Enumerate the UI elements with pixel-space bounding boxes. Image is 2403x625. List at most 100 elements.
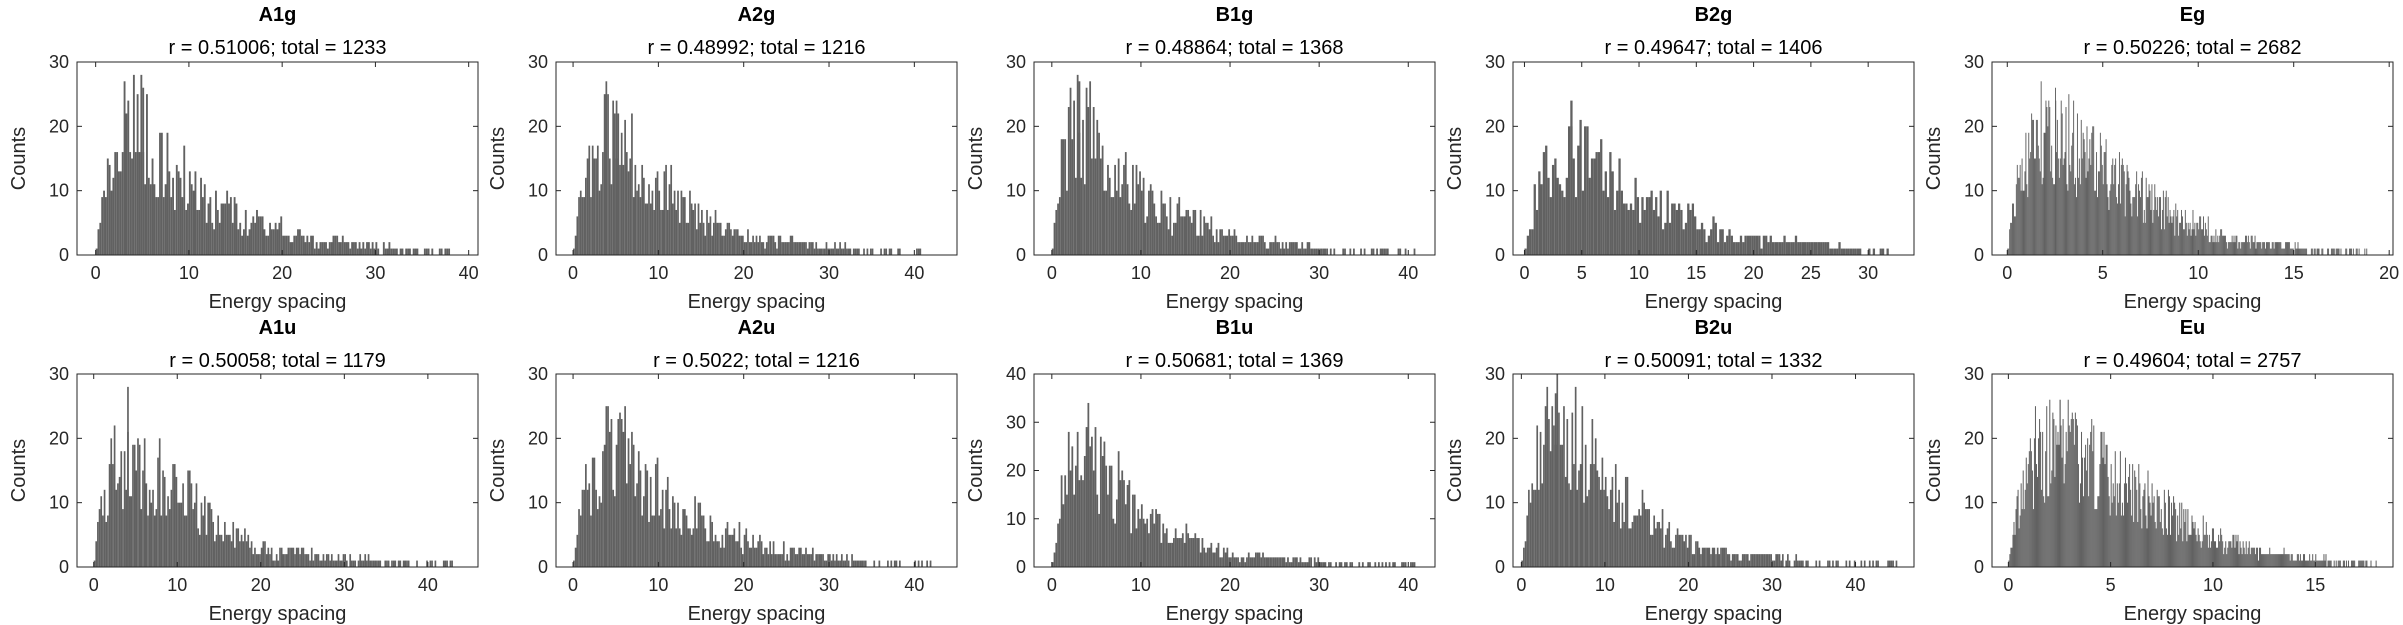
histogram-bar xyxy=(1741,554,1744,567)
histogram-bar xyxy=(1751,554,1754,567)
histogram-bar xyxy=(637,451,640,567)
histogram-bar xyxy=(574,235,577,255)
histogram-bar xyxy=(602,451,604,567)
histogram-bar xyxy=(138,152,141,255)
y-tick-label: 40 xyxy=(1006,364,1026,384)
histogram-bar-peak xyxy=(615,100,618,255)
histogram-bar xyxy=(1566,419,1569,567)
histogram-bar xyxy=(794,554,797,567)
histogram-bar xyxy=(332,560,335,567)
histogram-bar xyxy=(1583,502,1585,567)
histogram-bar xyxy=(1094,427,1097,567)
x-tick-label: 0 xyxy=(2002,263,2012,283)
histogram-bar xyxy=(107,515,109,567)
histogram-bar xyxy=(596,145,599,255)
histogram-bar xyxy=(1755,235,1759,255)
y-axis-label: Counts xyxy=(8,439,30,502)
histogram-bar xyxy=(1253,557,1255,567)
histogram-bar xyxy=(1167,542,1170,568)
histogram-bar xyxy=(2122,515,2124,567)
histogram-bar xyxy=(131,158,133,255)
histogram-bar xyxy=(1842,248,1846,255)
histogram-bar xyxy=(1276,242,1279,255)
histogram-bar xyxy=(2075,177,2077,255)
histogram-bar xyxy=(1108,465,1111,567)
histogram-bar xyxy=(2242,242,2244,255)
x-tick-label: 10 xyxy=(2188,263,2208,283)
histogram-bar xyxy=(1805,560,1808,567)
histogram-bar xyxy=(1253,242,1255,255)
histogram-bar xyxy=(125,113,128,255)
histogram-bar xyxy=(2292,560,2294,567)
histogram-bar xyxy=(2234,242,2236,255)
histogram-bar xyxy=(731,534,734,567)
histogram-bar xyxy=(2059,158,2061,255)
histogram-bar xyxy=(406,560,408,567)
histogram-bar xyxy=(653,209,655,255)
histogram-bar xyxy=(2304,248,2306,255)
histogram-bar xyxy=(2337,248,2339,255)
histogram-bar xyxy=(193,502,196,567)
histogram-bar xyxy=(759,235,761,255)
histogram-bar xyxy=(1214,552,1216,567)
histogram-bar xyxy=(347,242,350,255)
histogram-bar xyxy=(2191,515,2193,567)
histogram-bar xyxy=(2178,235,2180,255)
histogram-bar xyxy=(1714,222,1717,255)
histogram-bar xyxy=(2008,560,2010,567)
histogram-bar xyxy=(2258,242,2260,255)
histogram-bar xyxy=(2159,197,2161,255)
x-axis-label: Energy spacing xyxy=(2124,291,2262,313)
histogram-bar xyxy=(1249,557,1252,567)
y-tick-label: 30 xyxy=(1485,364,1505,384)
histogram-bar xyxy=(319,242,322,255)
histogram-bar xyxy=(203,184,206,255)
histogram-bar xyxy=(1836,248,1839,255)
histogram-bar xyxy=(815,554,818,567)
histogram-bar xyxy=(244,209,247,255)
histogram-bar xyxy=(840,248,843,255)
histogram-bar xyxy=(2034,158,2035,255)
histogram-bar xyxy=(2244,554,2246,567)
histogram-bar xyxy=(1683,541,1686,567)
histogram-bar xyxy=(1625,203,1628,255)
histogram-bar xyxy=(2142,496,2144,567)
histogram-bar xyxy=(2315,554,2317,567)
histogram-bar xyxy=(2020,483,2022,567)
histogram-bar xyxy=(873,560,876,567)
histogram-bar xyxy=(2086,470,2088,567)
histogram-bar xyxy=(327,554,330,567)
y-tick-label: 20 xyxy=(49,428,69,448)
histogram-bar xyxy=(1762,235,1766,255)
histogram-bar xyxy=(1584,126,1587,255)
histogram-bar xyxy=(2168,222,2170,255)
histogram-bar xyxy=(211,222,214,255)
histogram-bar xyxy=(1231,552,1234,567)
histogram-bar xyxy=(339,242,342,255)
histogram-bar xyxy=(887,560,889,567)
histogram-bar xyxy=(2131,216,2133,255)
histogram-bar xyxy=(760,242,763,255)
histogram-bar xyxy=(1308,557,1311,567)
histogram-bar xyxy=(1064,475,1067,567)
histogram-bar xyxy=(1670,541,1672,567)
histogram-bar xyxy=(317,248,320,255)
histogram-bar xyxy=(2257,560,2259,567)
histogram-bar xyxy=(357,560,360,567)
histogram-bar xyxy=(1665,534,1667,567)
histogram-bar xyxy=(1078,480,1081,567)
subplot-subtitle: r = 0.49604; total = 2757 xyxy=(2084,350,2302,372)
histogram-bar xyxy=(1053,222,1056,255)
histogram-bar xyxy=(2130,203,2132,255)
x-tick-label: 10 xyxy=(1595,575,1615,595)
histogram-bar xyxy=(103,489,106,567)
histogram-bar xyxy=(2264,554,2266,567)
histogram-bar xyxy=(132,74,135,256)
histogram-bar xyxy=(832,248,835,255)
histogram-bar xyxy=(2194,222,2196,255)
histogram-bar xyxy=(2100,145,2102,255)
histogram-bar xyxy=(649,476,652,567)
histogram-bar xyxy=(2238,554,2240,567)
histogram-bar xyxy=(1614,464,1617,567)
